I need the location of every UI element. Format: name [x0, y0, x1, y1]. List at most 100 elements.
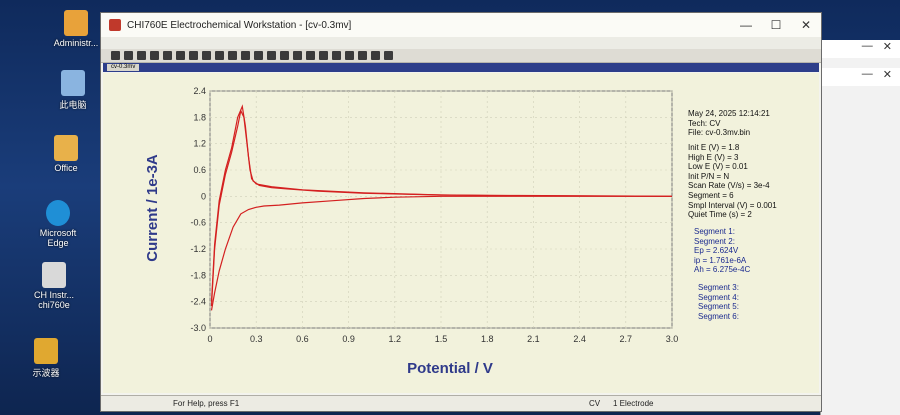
derivative-icon[interactable]: [345, 51, 354, 60]
close-icon[interactable]: ✕: [882, 41, 892, 53]
y-tick-label: 0.6: [193, 165, 206, 175]
info-tech: Tech: CV: [688, 118, 721, 128]
info-segment-line: Segment 1:: [694, 227, 735, 236]
info-param: Smpl Interval (V) = 0.001: [688, 200, 777, 210]
y-tick-label: -1.8: [190, 270, 206, 280]
y-tick-label: -1.2: [190, 244, 206, 254]
close-icon[interactable]: ✕: [882, 69, 892, 81]
computer-icon: [61, 70, 85, 96]
reverse-icon[interactable]: [241, 51, 250, 60]
desktop-icon-edge[interactable]: Microsoft Edge: [30, 200, 86, 248]
desktop-icon-oscilloscope[interactable]: 示波器: [18, 338, 74, 379]
info-segment-line: Segment 2:: [694, 236, 735, 246]
app-icon: [109, 19, 121, 31]
status-help: For Help, press F1: [173, 399, 240, 408]
x-tick-label: 0.6: [296, 334, 309, 344]
folder-icon: [64, 10, 88, 36]
save-icon[interactable]: [137, 51, 146, 60]
open-file-icon[interactable]: [124, 51, 133, 60]
series-group: [210, 104, 673, 311]
desktop-icon-chi760e[interactable]: CH Instr... chi760e: [26, 262, 82, 310]
minimize-button[interactable]: —: [740, 18, 752, 32]
technique-icon[interactable]: [176, 51, 185, 60]
info-param: Quiet Time (s) = 2: [688, 210, 752, 220]
info-icon[interactable]: [371, 51, 380, 60]
info-param: Init E (V) = 1.8: [688, 143, 740, 152]
info-param: Scan Rate (V/s) = 3e-4: [688, 181, 770, 191]
close-button[interactable]: ✕: [800, 18, 812, 32]
status-technique: CV: [589, 399, 601, 408]
info-param: High E (V) = 3: [688, 152, 739, 162]
peak-icon[interactable]: [319, 51, 328, 60]
y-tick-labels: 2.4 1.8 1.2 0.6 0 -0.6 -1.2 -1.8 -2.4 -3.0: [190, 86, 206, 333]
desktop-icon-label: CH Instr... chi760e: [33, 290, 74, 310]
smooth-icon[interactable]: [332, 51, 341, 60]
pause-icon[interactable]: [215, 51, 224, 60]
graph-icon[interactable]: [267, 51, 276, 60]
y-tick-label: 1.2: [193, 139, 206, 149]
x-tick-label: 1.2: [389, 334, 402, 344]
document-titlebar: cv-0.3mv: [103, 63, 819, 72]
ir-comp-icon[interactable]: [254, 51, 263, 60]
desktop-icon-label: Microsoft Edge: [39, 228, 77, 248]
info-segment-line: Segment 3:: [698, 283, 739, 292]
x-tick-label: 1.8: [481, 334, 494, 344]
minimize-icon[interactable]: —: [861, 40, 873, 52]
info-param: Segment = 6: [688, 190, 734, 200]
desktop-icon-office[interactable]: Office: [38, 135, 94, 173]
info-param: Low E (V) = 0.01: [688, 162, 748, 172]
x-tick-labels: 0 0.3 0.6 0.9 1.2 1.5 1.8 2.1 2.4 2.7 3.0: [207, 334, 678, 344]
folder-icon: [34, 338, 58, 364]
grid: [209, 90, 673, 329]
x-tick-label: 0.9: [342, 334, 355, 344]
info-segment-line: Segment 4:: [698, 292, 739, 302]
desktop-icon-label: 此电脑: [59, 100, 87, 110]
desktop-icon-administrator[interactable]: Administr...: [48, 10, 104, 48]
new-file-icon[interactable]: [111, 51, 120, 60]
status-electrode: 1 Electrode: [613, 399, 654, 408]
y-tick-label: 0: [201, 191, 206, 201]
info-param: Init P/N = N: [688, 171, 730, 181]
help-icon[interactable]: [384, 51, 393, 60]
info-segment-line: Ep = 2.624V: [694, 246, 739, 256]
x-tick-label: 0: [207, 334, 212, 344]
cv-series-line: [210, 108, 673, 307]
stop-icon[interactable]: [228, 51, 237, 60]
y-tick-label: -3.0: [190, 323, 206, 333]
background-window: — ✕ — ✕: [820, 40, 900, 415]
y-tick-label: 1.8: [193, 112, 206, 122]
info-segment-line: Ah = 6.275e-4C: [694, 265, 751, 275]
info-segments-b: Segment 3: Segment 4: Segment 5: Segment 6:: [698, 283, 739, 321]
statusbar: For Help, press F1 CV 1 Electrode: [101, 395, 821, 411]
background-window-titlebar: — ✕: [821, 40, 900, 58]
integrate-icon[interactable]: [358, 51, 367, 60]
y-tick-label: -2.4: [190, 297, 206, 307]
x-axis-label: Potential / V: [407, 360, 493, 377]
info-date: May 24, 2025 12:14:21: [688, 109, 770, 118]
info-segment-line: Segment 6:: [698, 311, 739, 321]
document-tab[interactable]: cv-0.3mv: [107, 64, 140, 71]
overlay-icon[interactable]: [280, 51, 289, 60]
plot-area: 0 0.3 0.6 0.9 1.2 1.5 1.8 2.1 2.4 2.7 3.0 2.4 1.8 1.…: [103, 73, 819, 393]
desktop-icon-this-pc[interactable]: 此电脑: [45, 70, 101, 111]
run-icon[interactable]: [202, 51, 211, 60]
maximize-button[interactable]: ☐: [770, 18, 782, 32]
zoom-icon[interactable]: [306, 51, 315, 60]
y-tick-label: -0.6: [190, 218, 206, 228]
add-icon[interactable]: [293, 51, 302, 60]
edge-icon: [46, 200, 70, 226]
x-tick-label: 2.7: [620, 334, 633, 344]
print-icon[interactable]: [150, 51, 159, 60]
app-window: CHI760E Electrochemical Workstation - [c…: [100, 12, 822, 412]
info-segment-line: Segment 5:: [698, 302, 739, 312]
parameters-icon[interactable]: [189, 51, 198, 60]
info-params: Init E (V) = 1.8 High E (V) = 3 Low E (V) …: [688, 143, 777, 220]
x-tick-label: 2.4: [573, 334, 586, 344]
info-file: File: cv-0.3mv.bin: [688, 128, 751, 138]
toolbar: [101, 49, 821, 63]
instrument-icon: [42, 262, 66, 288]
y-tick-label: 2.4: [193, 86, 206, 96]
minimize-icon[interactable]: —: [861, 68, 873, 80]
cv-series-line: [210, 104, 673, 302]
setup-icon[interactable]: [163, 51, 172, 60]
